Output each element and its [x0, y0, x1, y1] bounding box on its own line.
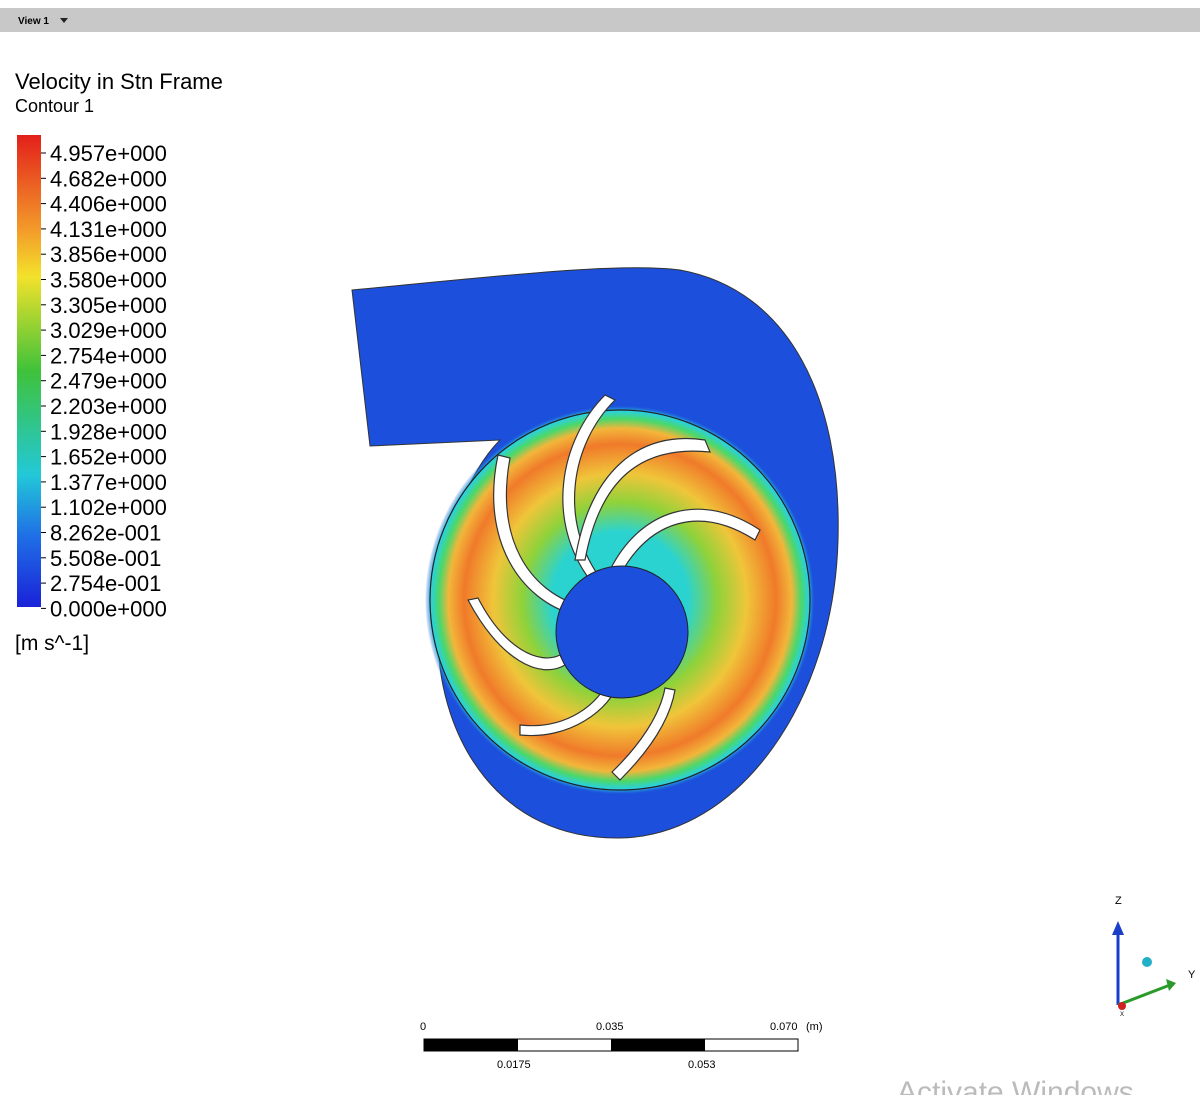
scale-unit: (m)	[806, 1021, 823, 1033]
color-bar	[17, 135, 41, 607]
scale-label: 0.053	[688, 1059, 716, 1071]
legend-unit: [m s^-1]	[15, 632, 89, 655]
toolbar	[0, 8, 1200, 32]
scale-label: 0.070	[770, 1021, 798, 1033]
scale-label: 0.0175	[497, 1059, 531, 1071]
view-selector[interactable]: View 1	[18, 16, 49, 27]
scale-label: 0.035	[596, 1021, 624, 1033]
scale-label: 0	[420, 1021, 426, 1033]
scale-bottom-labels: 0.0175 0.053	[497, 1059, 716, 1071]
legend-title: Velocity in Stn Frame	[15, 69, 223, 94]
scale-top-labels: 0 0.035 0.070	[420, 1021, 798, 1033]
legend-subtitle: Contour 1	[15, 96, 94, 116]
volute	[351, 267, 839, 839]
legend-labels: 4.957e+0004.682e+0004.406e+0004.131e+000…	[41, 141, 167, 621]
axis-x-label: X	[1120, 1012, 1124, 1018]
legend-label: 5.508e-001	[50, 546, 161, 571]
legend-label: 3.580e+000	[50, 268, 167, 293]
legend-label: 1.928e+000	[50, 419, 167, 444]
scale-bar	[423, 1038, 799, 1052]
watermark: Activate Windows	[897, 1076, 1134, 1095]
legend-label: 1.652e+000	[50, 445, 167, 470]
legend-label: 4.957e+000	[50, 141, 167, 166]
legend-label: 2.754e-001	[50, 571, 161, 596]
legend-label: 4.682e+000	[50, 166, 167, 191]
axis-triad	[1112, 921, 1176, 1010]
legend-label: 3.029e+000	[50, 318, 167, 343]
legend-label: 8.262e-001	[50, 521, 161, 546]
legend-label: 4.131e+000	[50, 217, 167, 242]
legend-label: 3.305e+000	[50, 293, 167, 318]
legend-label: 4.406e+000	[50, 192, 167, 217]
axis-y-label: Y	[1188, 969, 1196, 981]
legend-label: 2.754e+000	[50, 343, 167, 368]
legend-label: 2.479e+000	[50, 369, 167, 394]
legend-label: 3.856e+000	[50, 242, 167, 267]
legend-label: 0.000e+000	[50, 596, 167, 621]
legend-label: 1.377e+000	[50, 470, 167, 495]
dropdown-arrow[interactable]	[60, 18, 68, 23]
axis-z-label: Z	[1115, 895, 1122, 907]
legend-label: 1.102e+000	[50, 495, 167, 520]
legend-label: 2.203e+000	[50, 394, 167, 419]
